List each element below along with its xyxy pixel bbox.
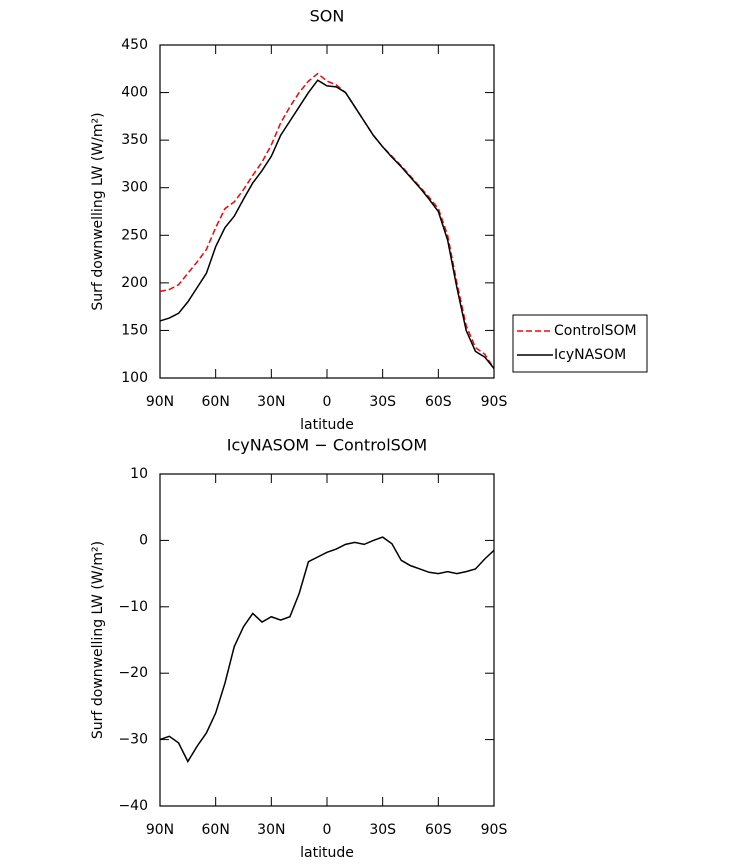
x-tick-label: 60N	[202, 394, 230, 410]
x-tick-label: 90N	[146, 822, 174, 838]
plot-frame	[159, 473, 495, 807]
y-tick-label: 200	[121, 275, 148, 291]
x-tick-label: 30N	[257, 394, 285, 410]
legend: ControlSOM IcyNASOM	[512, 314, 648, 373]
y-tick-label: −40	[118, 798, 148, 814]
x-axis-label: latitude	[300, 845, 354, 861]
chart-title: IcyNASOM − ControlSOM	[227, 436, 427, 455]
data-line	[159, 79, 495, 369]
legend-box	[512, 314, 648, 373]
legend-label: ControlSOM	[554, 323, 637, 339]
y-tick-label: 250	[121, 227, 148, 243]
x-tick-label: 60N	[202, 822, 230, 838]
y-axis-label: Surf downwelling LW (W/m²)	[90, 541, 106, 739]
x-tick-label: 30S	[369, 822, 396, 838]
y-tick-label: −10	[118, 599, 148, 615]
y-tick-label: 400	[121, 85, 148, 101]
x-tick-label: 0	[323, 394, 332, 410]
x-tick-label: 0	[323, 822, 332, 838]
y-tick-label: 350	[121, 132, 148, 148]
x-tick-label: 90N	[146, 394, 174, 410]
y-tick-label: 0	[139, 532, 148, 548]
data-line	[159, 72, 495, 369]
y-tick-label: 100	[121, 370, 148, 386]
x-tick-label: 60S	[425, 822, 452, 838]
x-tick-label: 30S	[369, 394, 396, 410]
chart-title: SON	[310, 7, 345, 26]
x-tick-label: 30N	[257, 822, 285, 838]
x-tick-label: 90S	[481, 822, 508, 838]
data-line	[159, 536, 495, 764]
x-tick-label: 60S	[425, 394, 452, 410]
y-tick-label: 10	[130, 466, 148, 482]
y-axis-label: Surf downwelling LW (W/m²)	[90, 112, 106, 310]
y-tick-label: 450	[121, 37, 148, 53]
y-tick-label: 150	[121, 322, 148, 338]
y-tick-label: −30	[118, 732, 148, 748]
y-tick-label: −20	[118, 665, 148, 681]
legend-label: IcyNASOM	[554, 347, 626, 363]
y-tick-label: 300	[121, 180, 148, 196]
x-tick-label: 90S	[481, 394, 508, 410]
plot-frame	[159, 44, 495, 379]
x-axis-label: latitude	[300, 417, 354, 433]
